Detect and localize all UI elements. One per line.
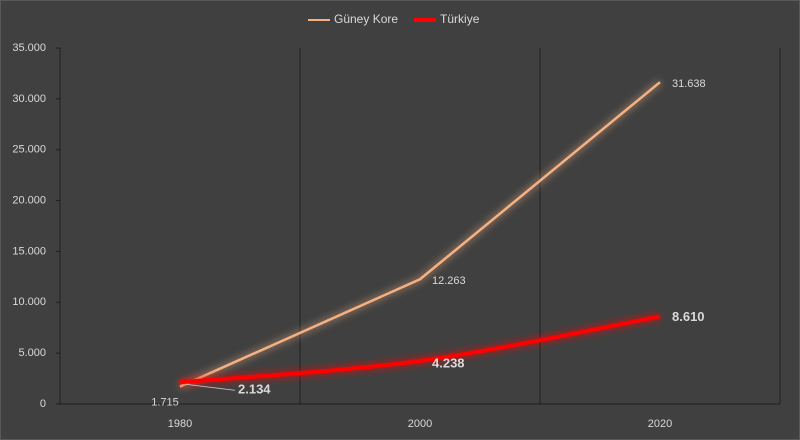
data-label: 2.134 — [238, 382, 271, 397]
y-tick-label: 5.000 — [18, 347, 46, 359]
x-tick-label: 2020 — [648, 418, 672, 430]
y-tick-label: 30.000 — [12, 93, 46, 105]
y-tick-label: 15.000 — [12, 245, 46, 257]
y-tick-label: 10.000 — [12, 296, 46, 308]
y-tick-label: 25.000 — [12, 144, 46, 156]
leader-line — [185, 383, 236, 391]
legend-label: Güney Kore — [334, 12, 398, 26]
data-label: 31.638 — [672, 78, 706, 90]
legend-label: Türkiye — [440, 12, 480, 26]
series-line — [179, 81, 661, 388]
data-label: 12.263 — [432, 275, 466, 287]
data-label: 4.238 — [432, 355, 465, 370]
y-tick-label: 0 — [40, 398, 46, 410]
y-tick-label: 35.000 — [12, 42, 46, 54]
data-label: 8.610 — [672, 309, 705, 324]
series-line — [179, 314, 661, 385]
x-tick-label: 2000 — [408, 418, 432, 430]
data-label: 1.715 — [151, 396, 179, 408]
y-tick-label: 20.000 — [12, 194, 46, 206]
x-tick-label: 1980 — [168, 418, 192, 430]
